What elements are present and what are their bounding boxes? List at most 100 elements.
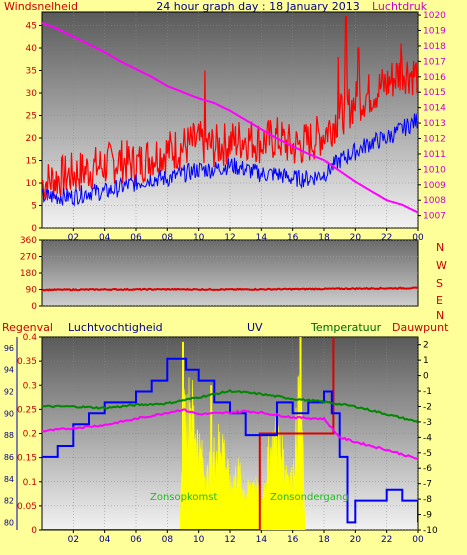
pressure-tick-label: 1018 bbox=[423, 42, 446, 52]
temperature-tick-label: -7 bbox=[423, 480, 432, 490]
temperature-tick-label: -1 bbox=[423, 387, 432, 397]
graph-title: 24 hour graph day : 18 January 2013 bbox=[156, 0, 360, 13]
temperature-line bbox=[42, 389, 418, 424]
x-tick-label: 08 bbox=[162, 535, 174, 545]
panel3-plot-area bbox=[42, 337, 418, 530]
direction-tick-label: 270 bbox=[20, 253, 37, 263]
direction-tick-label: 90 bbox=[26, 286, 38, 296]
pressure-tick-label: 1020 bbox=[423, 11, 446, 21]
windspeed-tick-label: 40 bbox=[26, 44, 38, 54]
pressure-tick-label: 1007 bbox=[423, 212, 446, 222]
x-tick-label: 06 bbox=[130, 535, 142, 545]
dir-letter-n-top: N bbox=[436, 241, 444, 254]
windspeed-tick-label: 20 bbox=[26, 134, 38, 144]
x-tick-label: 14 bbox=[256, 535, 268, 545]
pressure-tick-label: 1009 bbox=[423, 181, 446, 191]
humidity-tick-label: 80 bbox=[4, 518, 14, 527]
dir-letter-w: W bbox=[436, 259, 447, 272]
pressure-tick-label: 1014 bbox=[423, 104, 446, 114]
sunrise-label: Zonsopkomst bbox=[150, 492, 217, 503]
temperature-tick-label: -10 bbox=[423, 526, 438, 536]
wind-pressure-chart: 0510152025303540451007100810091010101110… bbox=[26, 11, 447, 243]
x-tick-label: 08 bbox=[162, 233, 174, 243]
windspeed-tick-label: 5 bbox=[31, 202, 37, 212]
windspeed-tick-label: 25 bbox=[26, 112, 37, 122]
legend-dauwpunt: Dauwpunt bbox=[392, 321, 449, 334]
x-tick-label: 02 bbox=[68, 233, 79, 243]
direction-tick-label: 360 bbox=[20, 236, 37, 246]
rain-tick-label: 0.3 bbox=[23, 381, 37, 391]
legend-uv: UV bbox=[247, 321, 263, 334]
humidity-tick-label: 96 bbox=[4, 344, 14, 353]
windspeed-tick-label: 0 bbox=[31, 224, 37, 234]
windspeed-tick-label: 10 bbox=[26, 179, 38, 189]
legend-luchtvochtigheid: Luchtvochtigheid bbox=[68, 321, 163, 334]
x-tick-label: 00 bbox=[412, 233, 424, 243]
legend-regenval: Regenval bbox=[2, 321, 53, 334]
wind-direction-line bbox=[42, 286, 418, 292]
pressure-tick-label: 1017 bbox=[423, 57, 446, 67]
windspeed-tick-label: 35 bbox=[26, 67, 37, 77]
x-tick-label: 14 bbox=[256, 233, 268, 243]
humidity-tick-label: 94 bbox=[4, 366, 14, 375]
pressure-tick-label: 1019 bbox=[423, 27, 446, 37]
x-tick-label: 22 bbox=[381, 233, 392, 243]
x-tick-label: 02 bbox=[68, 535, 79, 545]
rain-tick-label: 0.05 bbox=[17, 502, 37, 512]
temperature-tick-label: -4 bbox=[423, 433, 432, 443]
x-tick-label: 04 bbox=[99, 535, 111, 545]
pressure-tick-label: 1008 bbox=[423, 196, 446, 206]
temperature-tick-label: -9 bbox=[423, 511, 432, 521]
x-tick-label: 00 bbox=[412, 535, 424, 545]
rain-tick-label: 0 bbox=[31, 526, 37, 536]
windspeed-axis-label: Windsnelheid bbox=[4, 0, 78, 13]
direction-tick-label: 0 bbox=[31, 302, 37, 312]
windspeed-line bbox=[42, 15, 418, 201]
windgust-line bbox=[42, 113, 418, 207]
temperature-tick-label: -6 bbox=[423, 464, 432, 474]
temperature-tick-label: -8 bbox=[423, 495, 432, 505]
pressure-tick-label: 1015 bbox=[423, 88, 446, 98]
pressure-tick-label: 1013 bbox=[423, 119, 446, 129]
wind-direction-chart: 0 90 180 270 360 bbox=[20, 236, 418, 312]
rain-tick-label: 0.4 bbox=[23, 333, 38, 343]
humidity-line bbox=[42, 357, 418, 524]
windspeed-tick-label: 45 bbox=[26, 22, 37, 32]
humidity-tick-label: 88 bbox=[4, 431, 14, 440]
panel2-plot-area bbox=[42, 240, 418, 306]
x-tick-label: 06 bbox=[130, 233, 142, 243]
dewpoint-line bbox=[42, 408, 418, 461]
humidity-tick-label: 92 bbox=[4, 388, 14, 397]
x-tick-label: 16 bbox=[287, 535, 299, 545]
windspeed-tick-label: 30 bbox=[26, 89, 38, 99]
x-tick-label: 04 bbox=[99, 233, 111, 243]
pressure-tick-label: 1011 bbox=[423, 150, 446, 160]
sunset-label: Zonsondergang bbox=[270, 492, 349, 503]
x-tick-label: 20 bbox=[350, 535, 362, 545]
rain-tick-label: 0.15 bbox=[17, 454, 37, 464]
x-tick-label: 16 bbox=[287, 233, 299, 243]
humidity-tick-label: 90 bbox=[4, 409, 14, 418]
panel1-plot-area bbox=[42, 12, 418, 228]
x-tick-label: 12 bbox=[224, 233, 235, 243]
x-tick-label: 18 bbox=[318, 535, 330, 545]
windspeed-tick-label: 15 bbox=[26, 157, 37, 167]
humidity-tick-label: 82 bbox=[4, 497, 14, 506]
pressure-tick-label: 1012 bbox=[423, 135, 446, 145]
rain-tick-label: 0.25 bbox=[17, 405, 37, 415]
x-tick-label: 12 bbox=[224, 535, 235, 545]
humidity-temperature-chart: 0 0.05 0.1 0.15 0.2 0.25 0.3 0.35 0.4 80 82 84 86 88 9… bbox=[4, 333, 438, 545]
temperature-tick-label: -2 bbox=[423, 402, 432, 412]
pressure-tick-label: 1010 bbox=[423, 165, 446, 175]
rain-tick-label: 0.2 bbox=[23, 430, 37, 440]
x-tick-label: 10 bbox=[193, 233, 205, 243]
x-tick-label: 18 bbox=[318, 233, 330, 243]
direction-tick-label: 180 bbox=[20, 269, 37, 279]
dir-letter-e: E bbox=[436, 294, 443, 307]
legend-temperatuur: Temperatuur bbox=[310, 321, 382, 334]
pressure-axis-label: Luchtdruk bbox=[372, 0, 428, 13]
x-tick-label: 10 bbox=[193, 535, 205, 545]
humidity-tick-label: 86 bbox=[4, 453, 14, 462]
x-tick-label: 20 bbox=[350, 233, 362, 243]
